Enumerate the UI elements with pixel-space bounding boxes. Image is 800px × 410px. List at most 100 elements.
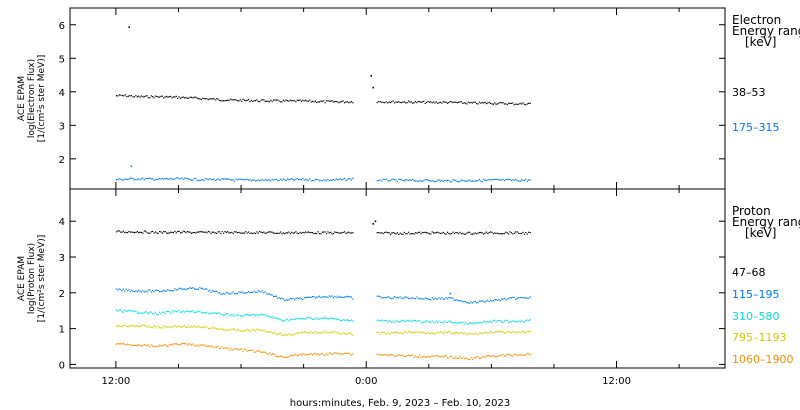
data-point — [264, 100, 266, 102]
data-point — [189, 287, 191, 289]
series-1-4 — [115, 342, 531, 361]
data-point — [125, 231, 127, 233]
data-point — [210, 232, 212, 235]
data-point — [255, 100, 257, 102]
data-point — [428, 180, 430, 182]
data-point — [378, 295, 380, 297]
data-point — [484, 320, 486, 322]
data-point — [282, 320, 284, 322]
data-point — [256, 291, 258, 293]
data-point — [463, 332, 465, 334]
data-point — [495, 103, 497, 105]
data-point — [227, 99, 229, 101]
data-point — [508, 321, 510, 323]
data-point — [188, 231, 190, 233]
data-point — [170, 312, 172, 314]
data-point — [164, 231, 166, 233]
data-point — [178, 310, 180, 312]
data-point — [478, 300, 481, 302]
data-point — [385, 231, 387, 233]
data-point — [345, 319, 347, 322]
data-point — [268, 179, 271, 181]
data-point — [207, 328, 209, 330]
data-point — [528, 319, 530, 322]
data-point — [348, 296, 350, 298]
data-point — [293, 319, 296, 321]
data-point — [213, 290, 215, 292]
data-point — [376, 180, 378, 182]
data-point — [435, 231, 437, 234]
data-point — [143, 230, 145, 232]
data-point — [327, 354, 329, 356]
data-point — [477, 103, 479, 105]
data-point — [398, 354, 400, 356]
data-point — [523, 321, 525, 323]
data-point — [302, 331, 304, 333]
data-point — [442, 298, 444, 300]
data-point — [485, 300, 487, 302]
data-point — [463, 358, 465, 360]
data-point — [430, 180, 432, 182]
data-point — [124, 324, 126, 326]
data-point — [410, 233, 412, 235]
data-point — [259, 290, 261, 292]
data-point — [232, 179, 234, 181]
data-point — [346, 352, 348, 354]
data-point — [243, 348, 245, 350]
data-point — [136, 312, 138, 314]
data-point — [236, 348, 239, 350]
data-point — [115, 325, 118, 327]
data-point — [136, 345, 138, 347]
data-point — [528, 331, 530, 333]
data-point — [394, 355, 396, 357]
data-point — [302, 299, 304, 301]
data-point — [341, 101, 343, 103]
data-point — [395, 233, 397, 235]
data-point — [449, 355, 451, 357]
data-point — [191, 232, 193, 234]
data-point — [335, 231, 337, 234]
data-point — [451, 232, 453, 235]
data-point — [295, 332, 297, 334]
data-point — [505, 178, 507, 181]
data-point — [146, 326, 148, 328]
data-point — [295, 297, 297, 300]
data-point — [177, 343, 179, 345]
data-point — [256, 350, 258, 352]
data-point — [502, 354, 504, 356]
data-point — [199, 286, 201, 289]
data-point — [273, 232, 275, 234]
data-point — [512, 179, 514, 181]
data-point — [350, 354, 353, 356]
data-point — [241, 100, 243, 102]
data-point — [492, 233, 494, 235]
data-point — [231, 349, 233, 351]
data-point — [172, 232, 175, 234]
data-point — [339, 296, 341, 298]
data-point — [421, 180, 423, 182]
data-point — [462, 232, 464, 234]
data-point — [337, 101, 339, 103]
data-point — [501, 331, 503, 333]
data-point — [117, 179, 119, 181]
data-point — [275, 178, 277, 180]
data-point — [157, 232, 159, 235]
data-point — [225, 99, 227, 102]
data-point — [245, 292, 247, 294]
data-point — [510, 179, 512, 181]
data-point — [338, 232, 340, 234]
data-point — [196, 311, 198, 313]
data-point — [232, 314, 234, 316]
data-point — [509, 178, 511, 180]
data-point — [134, 179, 136, 181]
data-point — [442, 180, 444, 182]
data-point — [256, 314, 258, 316]
data-point — [140, 231, 143, 233]
data-point — [441, 179, 443, 181]
data-point — [291, 178, 293, 180]
data-point — [248, 99, 250, 101]
data-point — [525, 332, 527, 334]
data-point — [257, 329, 259, 331]
data-point — [243, 178, 245, 180]
